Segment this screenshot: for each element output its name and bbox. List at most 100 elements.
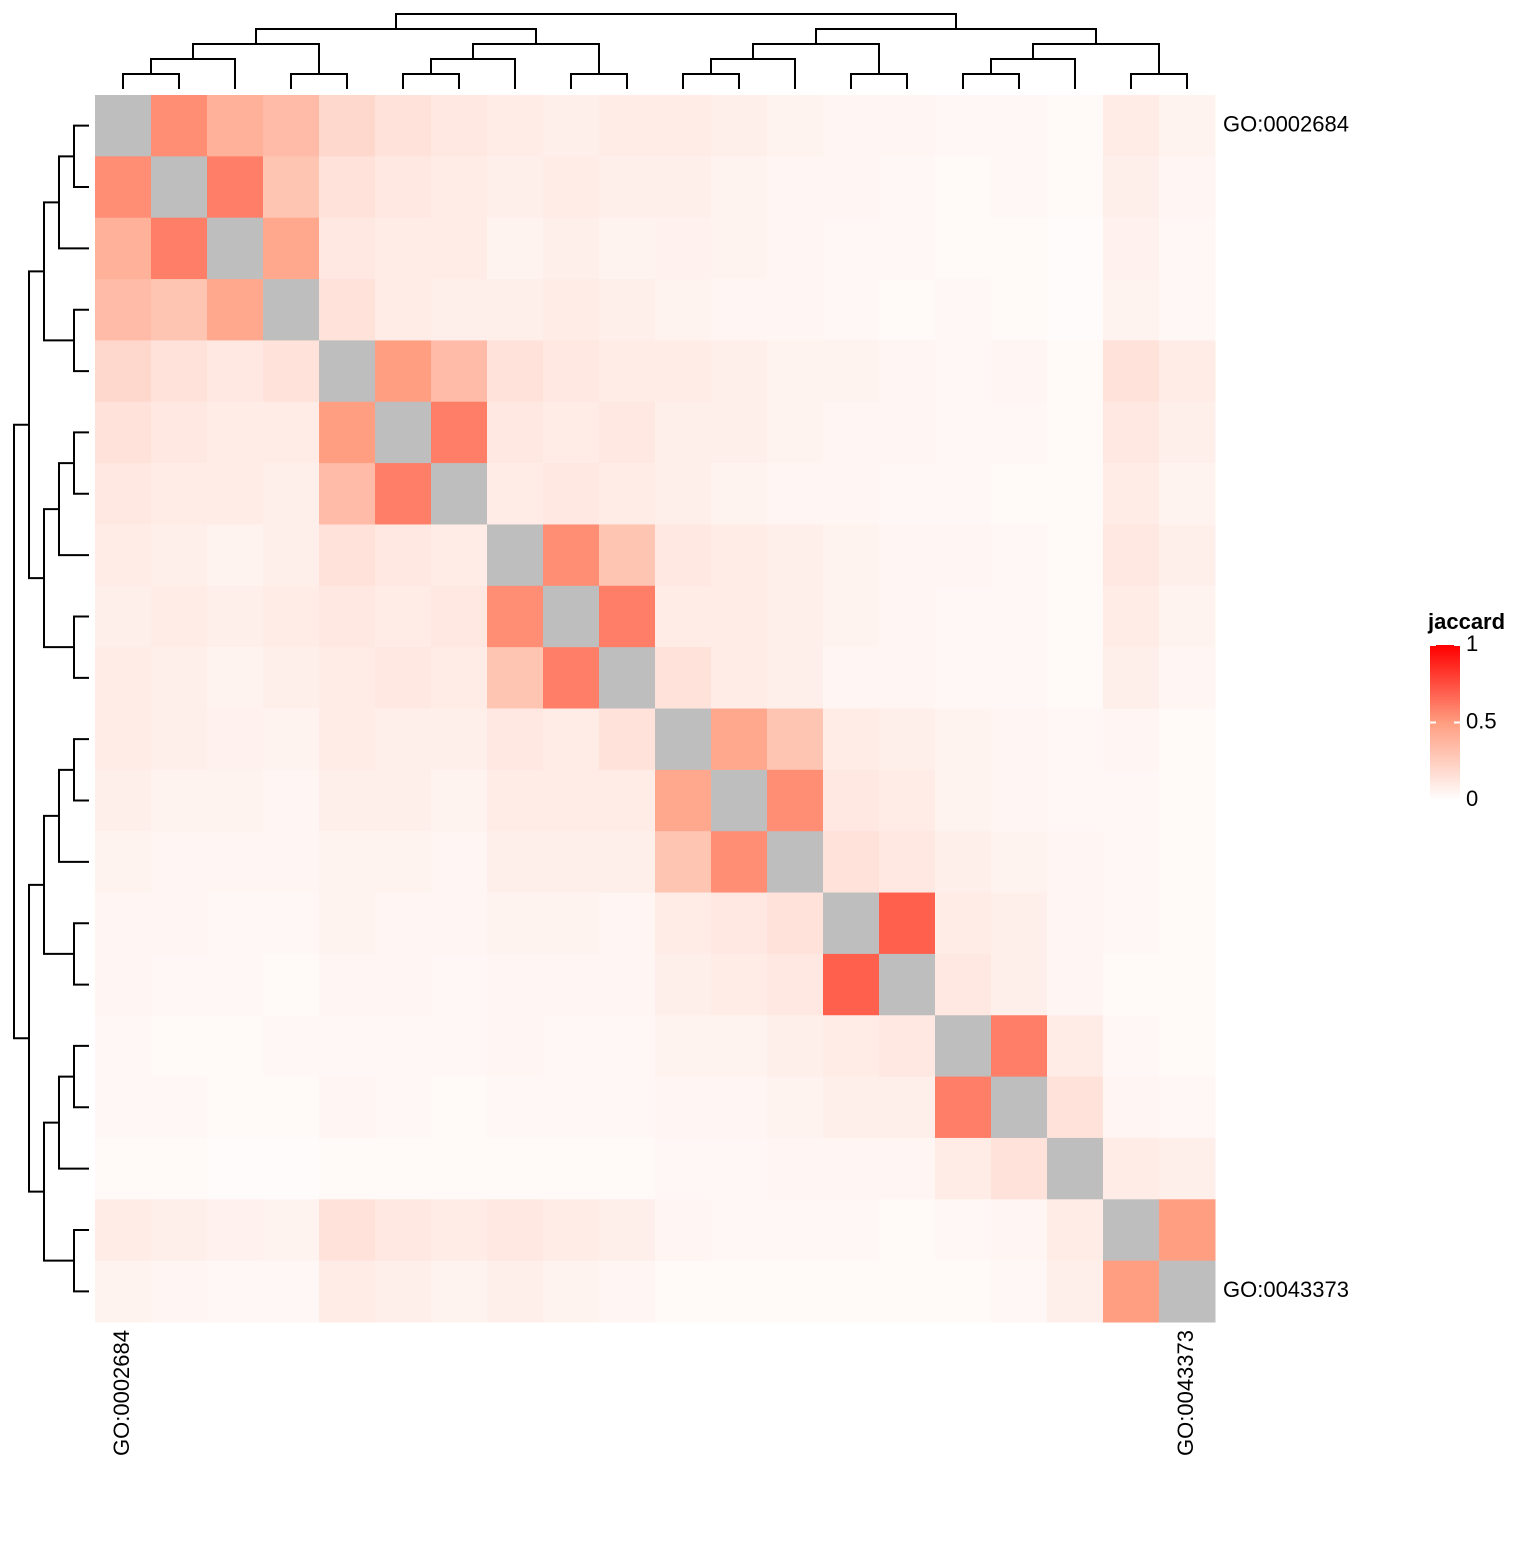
cell — [95, 217, 152, 280]
cell — [711, 647, 768, 709]
cell — [1159, 708, 1216, 771]
cell — [1047, 463, 1104, 525]
cell — [599, 340, 656, 403]
cell — [935, 831, 992, 894]
colorbar-segment — [1430, 769, 1460, 773]
cell — [263, 1199, 320, 1262]
cell — [375, 1260, 432, 1323]
cell — [375, 892, 432, 955]
colorbar-segment — [1430, 704, 1460, 708]
cell — [207, 647, 264, 709]
cell — [599, 463, 656, 525]
cell — [543, 524, 600, 587]
colorbar-segment — [1430, 676, 1460, 680]
na-cell — [823, 892, 880, 955]
cell — [655, 1137, 712, 1200]
cell — [711, 463, 768, 525]
cell — [543, 769, 600, 832]
cell — [95, 156, 152, 219]
colorbar-segment — [1430, 750, 1460, 754]
cell — [711, 585, 768, 648]
cell — [991, 1199, 1048, 1262]
colorbar-segment — [1430, 717, 1460, 721]
cell — [151, 340, 208, 403]
na-cell — [711, 769, 768, 832]
cell — [935, 279, 992, 341]
cell — [711, 1137, 768, 1200]
cell — [711, 892, 768, 955]
cell — [375, 708, 432, 771]
cell — [95, 892, 152, 955]
cell — [879, 647, 936, 709]
colorbar-segment — [1430, 678, 1460, 682]
colorbar-segment — [1430, 794, 1460, 798]
cell — [431, 892, 488, 955]
cell — [935, 1076, 992, 1139]
cell — [599, 892, 656, 955]
cell — [95, 769, 152, 832]
cell — [375, 524, 432, 587]
row-dendrogram — [73, 1044, 89, 1109]
cell — [319, 401, 376, 464]
cell — [319, 1015, 376, 1078]
cell — [599, 156, 656, 219]
cell — [543, 708, 600, 771]
cell — [487, 647, 544, 709]
cell — [823, 340, 880, 403]
na-cell — [879, 953, 936, 1016]
na-cell — [151, 156, 208, 219]
cell — [879, 1076, 936, 1139]
cell — [879, 831, 936, 894]
colorbar-segment — [1430, 740, 1460, 744]
cell — [375, 647, 432, 709]
cell — [991, 401, 1048, 464]
row-dendrogram — [73, 1228, 89, 1293]
cell — [711, 524, 768, 587]
colorbar-segment — [1430, 665, 1460, 669]
cell — [655, 831, 712, 894]
cell — [375, 1137, 432, 1200]
colorbar-segment — [1430, 743, 1460, 747]
cell — [319, 831, 376, 894]
cell — [263, 892, 320, 955]
cell — [1047, 524, 1104, 587]
cell — [263, 1076, 320, 1139]
cell — [543, 1015, 600, 1078]
na-cell — [991, 1076, 1048, 1139]
cell — [599, 585, 656, 648]
cell — [655, 953, 712, 1016]
cell — [879, 463, 936, 525]
cell — [431, 1199, 488, 1262]
cell — [1047, 769, 1104, 832]
row-dendrogram — [28, 883, 44, 1193]
cell — [655, 1199, 712, 1262]
cell — [1047, 340, 1104, 403]
na-cell — [431, 463, 488, 525]
cell — [487, 1076, 544, 1139]
cell — [95, 1137, 152, 1200]
na-cell — [935, 1015, 992, 1078]
cell — [1047, 708, 1104, 771]
cell — [711, 279, 768, 341]
colorbar-segment — [1430, 647, 1460, 651]
cell — [1047, 279, 1104, 341]
cell — [711, 953, 768, 1016]
cell — [207, 1137, 264, 1200]
cell — [767, 1260, 824, 1323]
cell — [711, 1076, 768, 1139]
cell — [879, 1260, 936, 1323]
cell — [879, 340, 936, 403]
cell — [151, 217, 208, 280]
cell — [95, 585, 152, 648]
colorbar-segment — [1430, 712, 1460, 716]
cell — [543, 217, 600, 280]
cell — [487, 95, 544, 157]
cell — [767, 1199, 824, 1262]
cell — [599, 1015, 656, 1078]
cell — [823, 463, 880, 525]
cell — [599, 1076, 656, 1139]
column-dendrogram — [402, 73, 460, 89]
cell — [151, 892, 208, 955]
colorbar-label: 0.5 — [1466, 708, 1497, 733]
cell — [935, 585, 992, 648]
